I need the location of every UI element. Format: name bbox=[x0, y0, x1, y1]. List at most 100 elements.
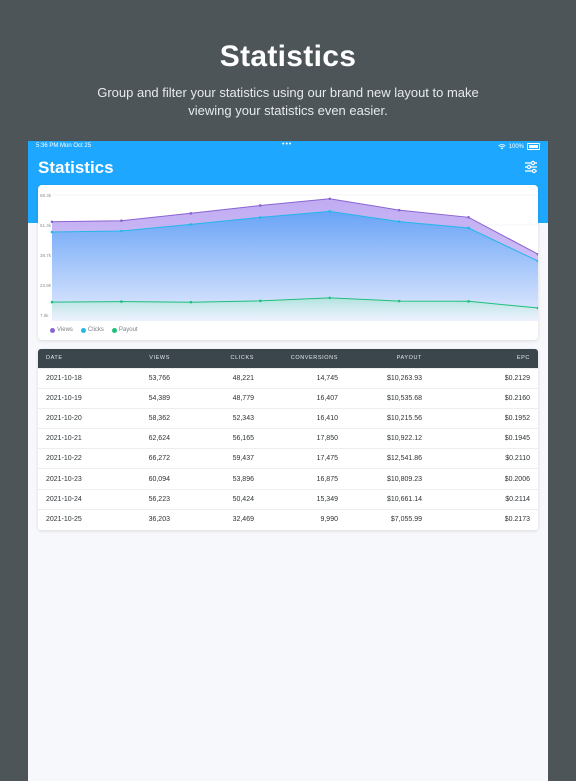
data-point-views bbox=[120, 219, 123, 222]
data-point-payout bbox=[467, 300, 470, 303]
table-cell-views: 66,272 bbox=[148, 455, 170, 463]
table-cell-clicks: 52,343 bbox=[232, 414, 254, 422]
statistics-chart[interactable]: 68.3k 51.3k 38.7k 23.9k 7.5k Views Clicks Payo… bbox=[38, 185, 538, 340]
data-point-clicks bbox=[258, 216, 262, 219]
table-row[interactable]: 2021-10-25 36,203 32,469 9,990 $7,055.99 $0.2… bbox=[38, 509, 538, 529]
y-tick-label: 23.9k bbox=[40, 283, 52, 288]
series-area-payout bbox=[52, 297, 538, 321]
column-header-clicks[interactable]: CLICKS bbox=[230, 355, 254, 362]
table-cell-payout: $7,055.99 bbox=[390, 516, 422, 524]
y-tick-label: 68.3k bbox=[40, 193, 52, 198]
data-point-views bbox=[189, 212, 193, 215]
legend-dot-icon bbox=[80, 327, 86, 333]
y-tick-label: 7.5k bbox=[40, 313, 49, 318]
column-header-date[interactable]: DATE bbox=[46, 355, 63, 362]
battery-percent: 100% bbox=[508, 143, 524, 150]
table-cell-views: 58,362 bbox=[148, 414, 170, 422]
table-cell-views: 54,389 bbox=[148, 394, 170, 402]
table-cell-epc: $0.1945 bbox=[504, 435, 530, 443]
table-cell-payout: $10,809.23 bbox=[386, 475, 422, 483]
table-cell-conversions: 16,875 bbox=[316, 475, 338, 483]
table-cell-date: 2021-10-23 bbox=[46, 475, 82, 483]
table-cell-clicks: 32,469 bbox=[232, 516, 254, 524]
table-cell-conversions: 17,850 bbox=[316, 435, 338, 443]
table-cell-date: 2021-10-20 bbox=[46, 414, 82, 422]
table-cell-epc: $0.2114 bbox=[505, 495, 530, 503]
table-row[interactable]: 2021-10-18 53,766 48,221 14,745 $10,263.93 $0… bbox=[38, 368, 538, 388]
table-cell-conversions: 14,745 bbox=[316, 374, 338, 382]
series-line-clicks bbox=[51, 210, 538, 262]
status-bar: 5:36 PM Mon Oct 25 ••• 100% bbox=[36, 141, 540, 153]
data-point-clicks bbox=[467, 226, 470, 230]
table-cell-conversions: 16,410 bbox=[316, 414, 338, 422]
data-point-clicks bbox=[536, 259, 538, 263]
table-cell-views: 60,094 bbox=[148, 475, 170, 483]
data-point-views bbox=[50, 220, 54, 224]
table-cell-epc: $0.1952 bbox=[504, 414, 530, 422]
table-cell-date: 2021-10-19 bbox=[46, 394, 82, 402]
data-point-views bbox=[467, 215, 470, 219]
battery-icon bbox=[527, 143, 540, 150]
table-cell-clicks: 48,221 bbox=[232, 374, 254, 382]
table-cell-date: 2021-10-24 bbox=[46, 495, 82, 503]
table-cell-clicks: 53,896 bbox=[232, 475, 254, 483]
series-line-views bbox=[51, 198, 538, 255]
table-cell-date: 2021-10-21 bbox=[46, 435, 82, 443]
table-cell-views: 56,223 bbox=[148, 495, 170, 503]
series-area-clicks bbox=[52, 211, 538, 321]
data-point-payout bbox=[120, 300, 123, 303]
legend-label: Payout bbox=[118, 327, 138, 333]
data-point-clicks bbox=[328, 210, 332, 213]
table-cell-epc: $0.2173 bbox=[504, 516, 530, 524]
statistics-table-card: DATE VIEWS CLICKS CONVERSIONS PAYOUT EPC 2021… bbox=[38, 349, 538, 530]
table-cell-conversions: 17,475 bbox=[316, 455, 338, 463]
y-tick-label: 38.7k bbox=[40, 253, 52, 258]
data-point-clicks bbox=[50, 230, 54, 234]
status-right: 100% bbox=[497, 143, 540, 150]
statistics-table: DATE VIEWS CLICKS CONVERSIONS PAYOUT EPC 2021… bbox=[38, 349, 538, 530]
wifi-icon bbox=[497, 143, 506, 149]
data-point-payout bbox=[536, 306, 538, 310]
legend-dot-icon bbox=[50, 327, 55, 333]
table-cell-date: 2021-10-22 bbox=[46, 455, 82, 463]
legend-label: Clicks bbox=[87, 327, 104, 333]
column-header-conversions[interactable]: CONVERSIONS bbox=[290, 355, 338, 362]
data-point-clicks bbox=[189, 223, 193, 226]
column-header-epc[interactable]: EPC bbox=[516, 355, 530, 362]
data-point-payout bbox=[189, 300, 193, 304]
series-line-payout bbox=[51, 297, 538, 309]
table-cell-epc: $0.2129 bbox=[504, 374, 530, 382]
data-point-views bbox=[397, 208, 401, 212]
legend-item-payout[interactable]: Payout bbox=[111, 327, 138, 333]
table-cell-payout: $10,922.12 bbox=[386, 435, 422, 443]
table-row[interactable]: 2021-10-22 66,272 59,437 17,475 $12,541.86 $0… bbox=[38, 448, 538, 469]
column-header-payout[interactable]: PAYOUT bbox=[396, 355, 422, 362]
data-point-views bbox=[536, 252, 538, 256]
page-title: Statistics bbox=[38, 158, 114, 177]
legend-label: Views bbox=[57, 327, 73, 333]
data-point-views bbox=[258, 204, 262, 207]
table-cell-conversions: 9,990 bbox=[320, 516, 338, 524]
legend-item-views[interactable]: Views bbox=[50, 327, 73, 333]
data-point-views bbox=[328, 197, 332, 201]
table-cell-payout: $10,535.68 bbox=[386, 394, 422, 402]
status-time: 5:36 PM Mon Oct 25 bbox=[36, 143, 92, 149]
multitask-dots-icon[interactable]: ••• bbox=[282, 141, 293, 148]
table-row[interactable]: 2021-10-21 62,624 56,165 17,850 $10,922.12 $0… bbox=[38, 428, 538, 449]
table-row[interactable]: 2021-10-24 56,223 50,424 15,349 $10,661.14 $0… bbox=[38, 489, 538, 509]
table-cell-clicks: 59,437 bbox=[232, 455, 254, 463]
table-row[interactable]: 2021-10-20 58,362 52,343 16,410 $10,215.56 $0… bbox=[38, 408, 538, 428]
column-header-views[interactable]: VIEWS bbox=[149, 355, 170, 362]
promo-title: Statistics bbox=[219, 40, 357, 73]
table-row[interactable]: 2021-10-19 54,389 48,779 16,407 $10,535.68 $0… bbox=[38, 388, 538, 408]
device-screen: 5:36 PM Mon Oct 25 ••• 100% Statistics bbox=[28, 141, 548, 781]
table-cell-payout: $10,215.56 bbox=[386, 414, 422, 422]
table-cell-views: 62,624 bbox=[148, 435, 170, 443]
table-cell-conversions: 16,407 bbox=[316, 394, 338, 402]
data-point-payout bbox=[258, 299, 262, 303]
legend-item-clicks[interactable]: Clicks bbox=[80, 327, 104, 333]
table-cell-clicks: 50,424 bbox=[232, 495, 254, 503]
table-row[interactable]: 2021-10-23 60,094 53,896 16,875 $10,809.23 $0… bbox=[38, 468, 538, 489]
sliders-icon[interactable] bbox=[524, 160, 538, 174]
data-point-clicks bbox=[397, 220, 401, 223]
